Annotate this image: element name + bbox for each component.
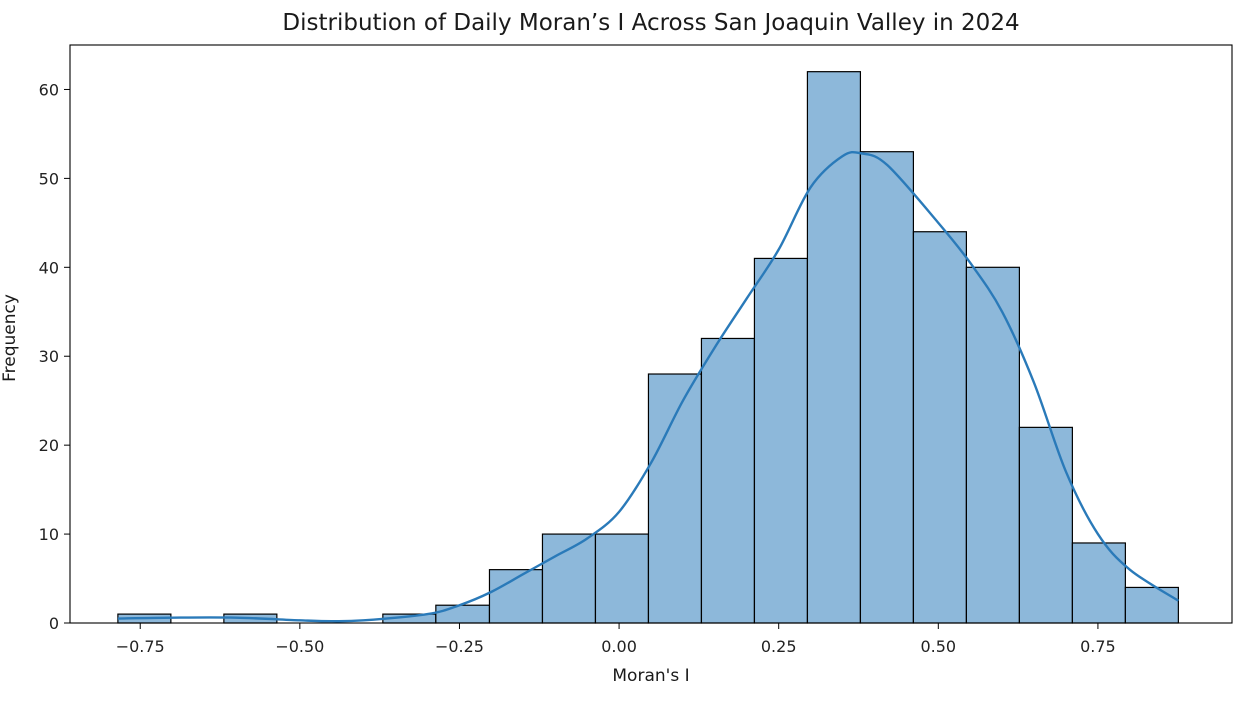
plot-frame: [69, 44, 1233, 624]
y-tick-label: 60: [39, 80, 59, 99]
x-tick-label: 0.25: [761, 637, 797, 656]
x-tick-label: 0.50: [920, 637, 956, 656]
histogram-bar: [700, 337, 756, 624]
y-tick-label: 50: [39, 169, 59, 188]
chart-title: Distribution of Daily Moran’s I Across S…: [282, 10, 1020, 36]
histogram-bar: [753, 257, 809, 624]
x-tick-label: −0.25: [435, 637, 484, 656]
histogram-bar: [594, 533, 650, 624]
histogram-bar: [1124, 586, 1179, 624]
y-tick-label: 0: [49, 614, 59, 633]
histogram-bar: [1018, 426, 1073, 624]
histogram-bar: [435, 604, 491, 624]
histogram-bar: [1071, 542, 1126, 624]
y-tick-label: 40: [39, 258, 59, 277]
y-tick-label: 20: [39, 436, 59, 455]
histogram-bar: [647, 373, 703, 624]
x-axis-label: Moran's I: [612, 666, 690, 686]
x-tick-label: −0.75: [116, 637, 165, 656]
histogram-bar: [806, 71, 862, 624]
y-tick-label: 10: [39, 525, 59, 544]
histogram-bar: [965, 266, 1020, 624]
histogram-bar: [859, 151, 915, 624]
x-tick-label: 0.00: [601, 637, 637, 656]
kde-line: [117, 150, 1180, 623]
histogram-bar: [541, 533, 597, 624]
kde-curve-group: [117, 150, 1180, 623]
x-tick-label: 0.75: [1080, 637, 1116, 656]
axes: −0.75 −0.50 −0.25 0.00 0.25 0.50 0.75 0 10 20 30 40…: [39, 44, 1233, 656]
histogram-bars: [117, 71, 1179, 624]
y-tick-label: 30: [39, 347, 59, 366]
histogram-bar: [912, 231, 968, 624]
x-tick-label: −0.50: [275, 637, 324, 656]
